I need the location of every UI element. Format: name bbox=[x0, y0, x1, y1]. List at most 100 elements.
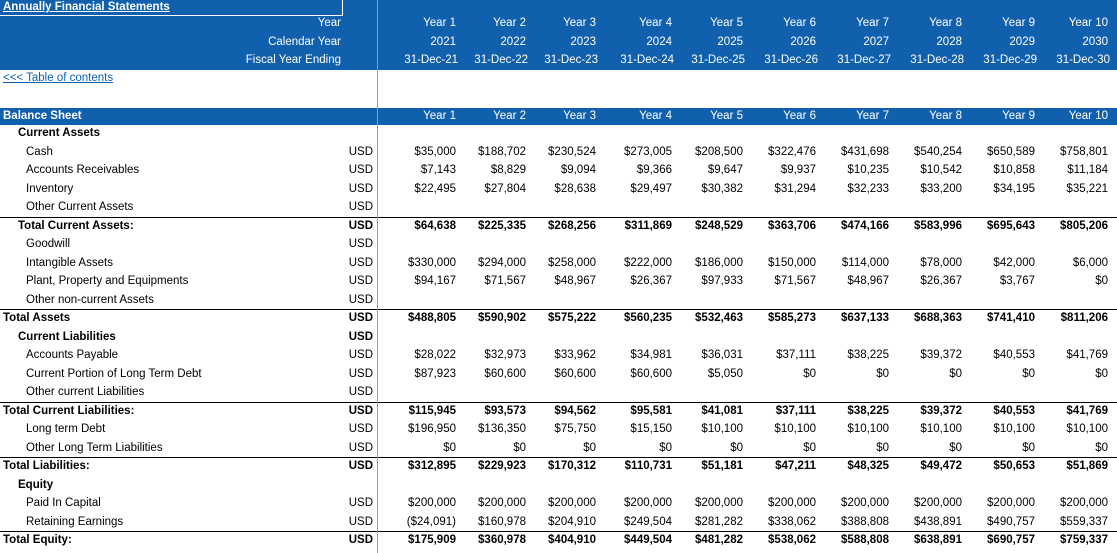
header-fiscal-year-ending: 31-Dec-27 bbox=[837, 54, 891, 66]
table-cell-value: $10,100 bbox=[847, 423, 889, 435]
table-cell-value: $60,600 bbox=[630, 368, 672, 380]
table-cell-value: $39,372 bbox=[920, 349, 962, 361]
balance-sheet-year-header: Year 5 bbox=[710, 110, 743, 122]
table-cell-value: $38,225 bbox=[847, 349, 889, 361]
row-unit: USD bbox=[348, 164, 373, 176]
table-cell-value: $811,206 bbox=[1060, 312, 1108, 324]
table-cell-value: $60,600 bbox=[554, 368, 596, 380]
row-unit: USD bbox=[348, 220, 373, 232]
table-cell-value: $0 bbox=[1022, 368, 1035, 380]
table-cell-value: $363,706 bbox=[768, 220, 816, 232]
row-unit: USD bbox=[348, 257, 373, 269]
table-of-contents-link[interactable]: <<< Table of contents bbox=[3, 72, 114, 84]
table-cell-value: $741,410 bbox=[987, 312, 1035, 324]
row-label: Total Current Assets: bbox=[18, 220, 134, 232]
table-cell-value: $438,891 bbox=[914, 516, 962, 528]
table-cell-value: $71,567 bbox=[774, 275, 816, 287]
table-cell-value: $115,945 bbox=[408, 405, 456, 417]
table-cell-value: $312,895 bbox=[408, 460, 456, 472]
table-cell-value: $204,910 bbox=[548, 516, 596, 528]
table-cell-value: $27,804 bbox=[484, 183, 526, 195]
table-cell-value: ($24,091) bbox=[406, 516, 456, 528]
table-cell-value: $93,573 bbox=[484, 405, 526, 417]
balance-sheet-year-header: Year 3 bbox=[563, 110, 596, 122]
table-cell-value: $0 bbox=[876, 368, 889, 380]
balance-sheet-year-header: Year 8 bbox=[929, 110, 962, 122]
table-cell-value: $200,000 bbox=[1060, 497, 1108, 509]
header-fiscal-year-ending: 31-Dec-26 bbox=[764, 54, 818, 66]
header-fiscal-year-ending: 31-Dec-21 bbox=[404, 54, 458, 66]
table-cell-value: $28,022 bbox=[414, 349, 456, 361]
table-cell-value: $10,100 bbox=[993, 423, 1035, 435]
table-cell-value: $9,647 bbox=[707, 164, 743, 176]
table-cell-value: $0 bbox=[1095, 275, 1108, 287]
table-cell-value: $650,589 bbox=[987, 146, 1035, 158]
table-cell-value: $10,858 bbox=[993, 164, 1035, 176]
header-fiscal-year-ending: 31-Dec-28 bbox=[910, 54, 964, 66]
table-cell-value: $540,254 bbox=[914, 146, 962, 158]
table-cell-value: $26,367 bbox=[920, 275, 962, 287]
table-cell-value: $404,910 bbox=[548, 534, 596, 546]
header-calendar-year: 2026 bbox=[790, 36, 816, 48]
table-cell-value: $258,000 bbox=[548, 257, 596, 269]
table-cell-value: $0 bbox=[1095, 368, 1108, 380]
row-unit: USD bbox=[348, 331, 373, 343]
row-unit: USD bbox=[348, 183, 373, 195]
table-cell-value: $7,143 bbox=[420, 164, 456, 176]
table-cell-value: $78,000 bbox=[920, 257, 962, 269]
table-cell-value: $15,150 bbox=[630, 423, 672, 435]
row-label: Long term Debt bbox=[26, 423, 106, 435]
table-cell-value: $114,000 bbox=[841, 257, 889, 269]
table-cell-value: $758,801 bbox=[1060, 146, 1108, 158]
table-cell-value: $37,111 bbox=[775, 405, 816, 417]
table-cell-value: $34,981 bbox=[630, 349, 672, 361]
table-cell-value: $0 bbox=[803, 368, 816, 380]
table-cell-value: $0 bbox=[659, 442, 672, 454]
table-cell-value: $222,000 bbox=[624, 257, 672, 269]
table-cell-value: $474,166 bbox=[841, 220, 889, 232]
table-cell-value: $10,100 bbox=[1066, 423, 1108, 435]
row-unit: USD bbox=[348, 534, 373, 546]
row-label: Other Long Term Liabilities bbox=[26, 442, 163, 454]
table-cell-value: $37,111 bbox=[776, 349, 816, 361]
table-cell-value: $41,769 bbox=[1066, 349, 1108, 361]
table-cell-value: $0 bbox=[949, 442, 962, 454]
table-cell-value: $560,235 bbox=[624, 312, 672, 324]
row-unit: USD bbox=[348, 146, 373, 158]
table-cell-value: $9,094 bbox=[560, 164, 596, 176]
table-cell-value: $200,000 bbox=[624, 497, 672, 509]
table-cell-value: $48,967 bbox=[847, 275, 889, 287]
header-calendar-year: 2022 bbox=[500, 36, 526, 48]
title-cell-border-right bbox=[342, 0, 343, 16]
balance-sheet-header-band bbox=[0, 108, 1117, 125]
table-cell-value: $338,062 bbox=[768, 516, 816, 528]
header-band bbox=[0, 0, 1117, 70]
table-cell-value: $136,350 bbox=[478, 423, 526, 435]
row-label: Paid In Capital bbox=[26, 497, 101, 509]
row-unit: USD bbox=[348, 349, 373, 361]
balance-sheet-year-header: Year 2 bbox=[493, 110, 526, 122]
header-fiscal-year-ending: 31-Dec-24 bbox=[620, 54, 674, 66]
table-cell-value: $449,504 bbox=[624, 534, 672, 546]
table-cell-value: $10,100 bbox=[774, 423, 816, 435]
table-cell-value: $481,282 bbox=[695, 534, 743, 546]
table-cell-value: $8,829 bbox=[490, 164, 526, 176]
table-cell-value: $200,000 bbox=[914, 497, 962, 509]
row-label: Goodwill bbox=[26, 238, 71, 250]
balance-sheet-year-header: Year 6 bbox=[783, 110, 816, 122]
table-cell-value: $322,476 bbox=[768, 146, 816, 158]
table-cell-value: $575,222 bbox=[548, 312, 596, 324]
table-cell-value: $200,000 bbox=[408, 497, 456, 509]
header-calendar-year: 2029 bbox=[1009, 36, 1035, 48]
table-cell-value: $196,950 bbox=[408, 423, 456, 435]
table-cell-value: $29,497 bbox=[630, 183, 672, 195]
table-cell-value: $71,567 bbox=[484, 275, 526, 287]
table-cell-value: $10,542 bbox=[920, 164, 962, 176]
row-label: Equity bbox=[18, 479, 54, 491]
row-label: Intangible Assets bbox=[26, 257, 113, 269]
table-cell-value: $638,891 bbox=[914, 534, 962, 546]
row-label: Inventory bbox=[26, 183, 74, 195]
table-cell-value: $48,325 bbox=[847, 460, 889, 472]
table-cell-value: $10,100 bbox=[701, 423, 743, 435]
table-cell-value: $31,294 bbox=[774, 183, 816, 195]
